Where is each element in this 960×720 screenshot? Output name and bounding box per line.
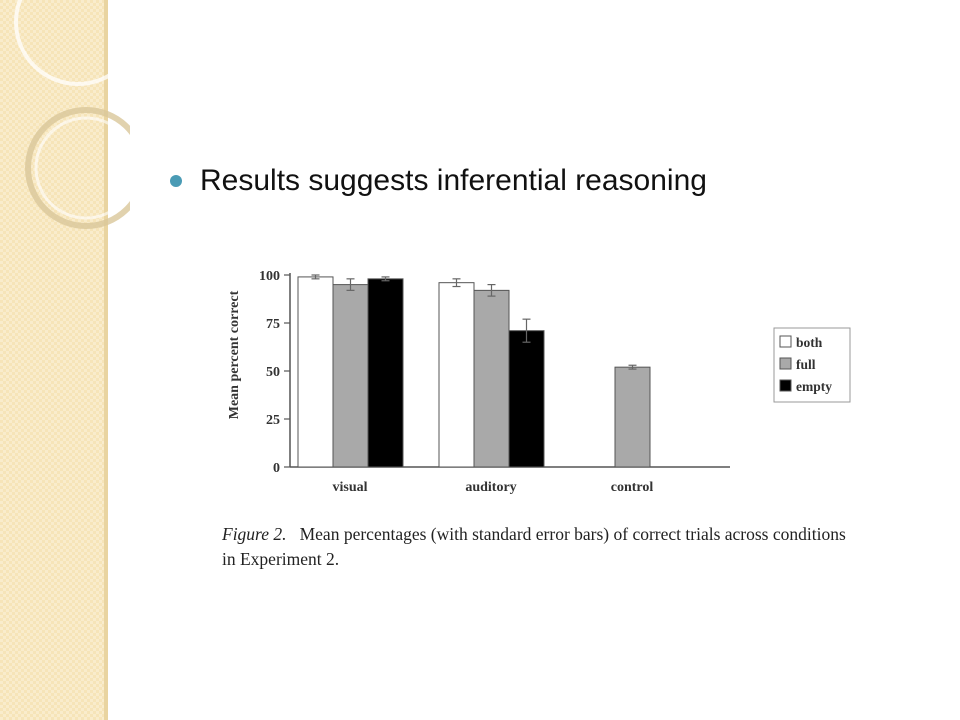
bullet-text: Results suggests inferential reasoning: [200, 164, 707, 197]
legend-swatch-empty: [779, 379, 792, 392]
caption-text: Mean percentages (with standard error ba…: [222, 524, 846, 569]
y-tick-label: 75: [266, 317, 280, 332]
y-tick-label: 0: [273, 461, 280, 476]
bar-both-auditory: [438, 282, 475, 468]
x-tick-label: visual: [332, 480, 367, 495]
bullet-dot-icon: [170, 175, 182, 187]
y-tick-label: 50: [266, 365, 280, 380]
legend-label-empty: empty: [796, 379, 832, 394]
bar-both-visual: [297, 276, 334, 468]
bar-full-auditory: [473, 289, 510, 468]
y-axis-label: Mean percent correct: [227, 290, 242, 419]
sidebar-edge: [104, 0, 108, 720]
y-tick-label: 25: [266, 413, 280, 428]
x-tick-label: control: [611, 480, 654, 495]
figure-caption: Figure 2. Mean percentages (with standar…: [222, 522, 862, 572]
x-tick-label: auditory: [465, 480, 516, 495]
y-tick-label: 100: [259, 269, 280, 284]
bullet-item: Results suggests inferential reasoning: [170, 164, 707, 198]
legend-swatch-full: [779, 357, 792, 370]
bar-full-control: [614, 366, 651, 468]
bar-empty-auditory: [508, 330, 545, 468]
legend-label-full: full: [796, 357, 816, 372]
legend-label-both: both: [796, 335, 823, 350]
bar-empty-visual: [367, 278, 404, 468]
figure-label: Figure 2.: [222, 524, 287, 544]
legend-swatch-both: [779, 335, 792, 348]
bar-full-visual: [332, 284, 369, 468]
legend: both full empty: [773, 327, 851, 403]
decorative-circles: [14, 0, 130, 229]
bar-chart: Mean percent correct 0 25 50 75 100 visual au…: [227, 269, 851, 495]
